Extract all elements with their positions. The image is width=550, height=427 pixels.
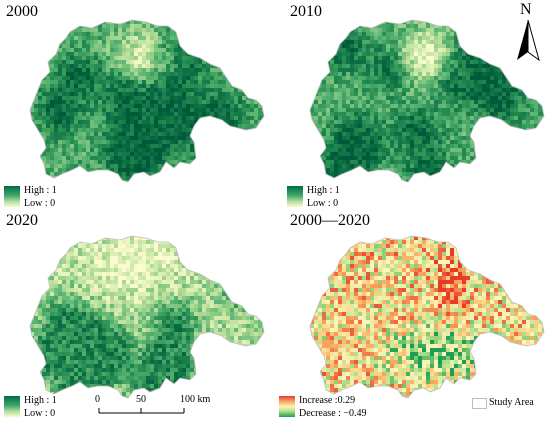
legend-high-label: High : 1	[24, 185, 57, 196]
panel-title-2020: 2020	[6, 212, 38, 229]
scale-label-0: 0	[95, 394, 100, 405]
map-2020	[29, 235, 265, 399]
legend-color-ramp	[4, 186, 20, 207]
study-area-outline	[309, 235, 545, 399]
legend-low-label: Low : 0	[24, 408, 56, 419]
legend-low-label: Low : 0	[307, 198, 339, 209]
legend-increase-label: Increase :0.29	[299, 395, 356, 406]
panel-title-change: 2000—2020	[290, 212, 370, 229]
panel-title-2010: 2010	[290, 3, 322, 20]
study-area-outline	[309, 19, 545, 183]
study-area-label: Study Area	[489, 397, 534, 408]
legend-change: Increase :0.29 Decrease : −0.49	[279, 396, 389, 420]
legend-decrease-label: Decrease : −0.49	[299, 408, 367, 419]
legend-2010: High : 1 Low : 0	[287, 186, 377, 210]
legend-high-label: High : 1	[307, 185, 340, 196]
north-letter: N	[520, 1, 532, 18]
scale-label-100: 100 km	[180, 394, 211, 405]
north-arrow: N	[508, 2, 548, 62]
map-change-2000-2020	[309, 235, 545, 399]
scale-bar-line	[98, 408, 185, 414]
legend-low-label: Low : 0	[24, 198, 56, 209]
north-arrow-icon	[517, 20, 540, 62]
legend-color-ramp	[4, 396, 20, 417]
scale-label-50: 50	[136, 394, 146, 405]
panel-title-2000: 2000	[6, 3, 38, 20]
study-area-legend: Study Area	[472, 396, 550, 410]
legend-2000: High : 1 Low : 0	[4, 186, 94, 210]
legend-2020: High : 1 Low : 0	[4, 396, 94, 420]
map-2000	[29, 19, 265, 183]
legend-high-label: High : 1	[24, 395, 57, 406]
study-area-swatch	[472, 398, 487, 409]
legend-diverging-ramp	[279, 396, 295, 417]
legend-color-ramp	[287, 186, 303, 207]
map-2010	[309, 19, 545, 183]
study-area-outline	[29, 235, 265, 399]
study-area-outline	[29, 19, 265, 183]
scale-bar: 0 50 100 km	[95, 394, 211, 419]
